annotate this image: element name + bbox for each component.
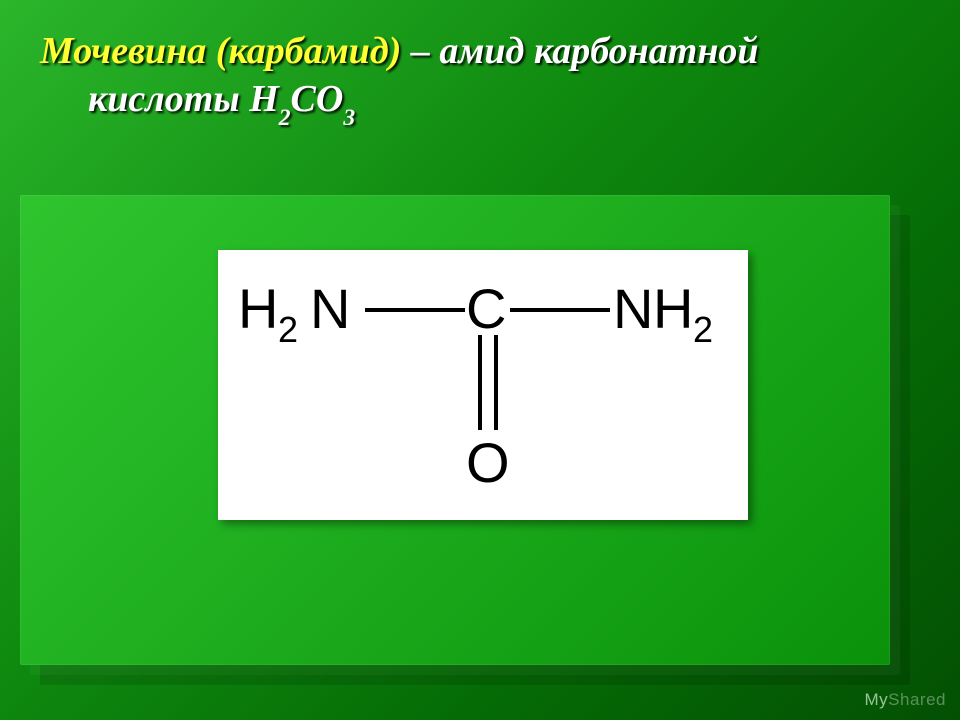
watermark: MyShared (865, 690, 947, 710)
sub-2-right: 2 (693, 309, 713, 350)
title-formula-sub3: 3 (343, 105, 355, 131)
title-formula-CO: CO (291, 78, 344, 120)
title-line2: кислоты H2CO3 (40, 76, 920, 128)
atom-H-right: H (653, 277, 693, 340)
structure-box: H 2 N C N H 2 O (218, 250, 748, 520)
title-rest-2: кислоты (88, 78, 249, 120)
slide: Мочевина (карбамид) – амид карбонатной к… (0, 0, 960, 720)
watermark-right: Shared (888, 690, 946, 709)
structure-svg: H 2 N C N H 2 O (218, 250, 748, 520)
atom-H-left: H (238, 277, 278, 340)
title-term: Мочевина (карбамид) (40, 30, 401, 72)
atom-C: C (466, 277, 506, 340)
watermark-left: My (865, 690, 889, 709)
atom-N-right: N (613, 277, 653, 340)
title-formula-sub2: 2 (279, 105, 291, 131)
atom-O: O (466, 431, 510, 494)
title-dash: – (401, 30, 439, 72)
sub-2-left: 2 (278, 309, 298, 350)
title-rest-1: амид карбонатной (439, 30, 758, 72)
atom-N-left: N (310, 277, 350, 340)
title-formula-H: H (249, 78, 279, 120)
slide-title: Мочевина (карбамид) – амид карбонатной к… (40, 28, 920, 128)
